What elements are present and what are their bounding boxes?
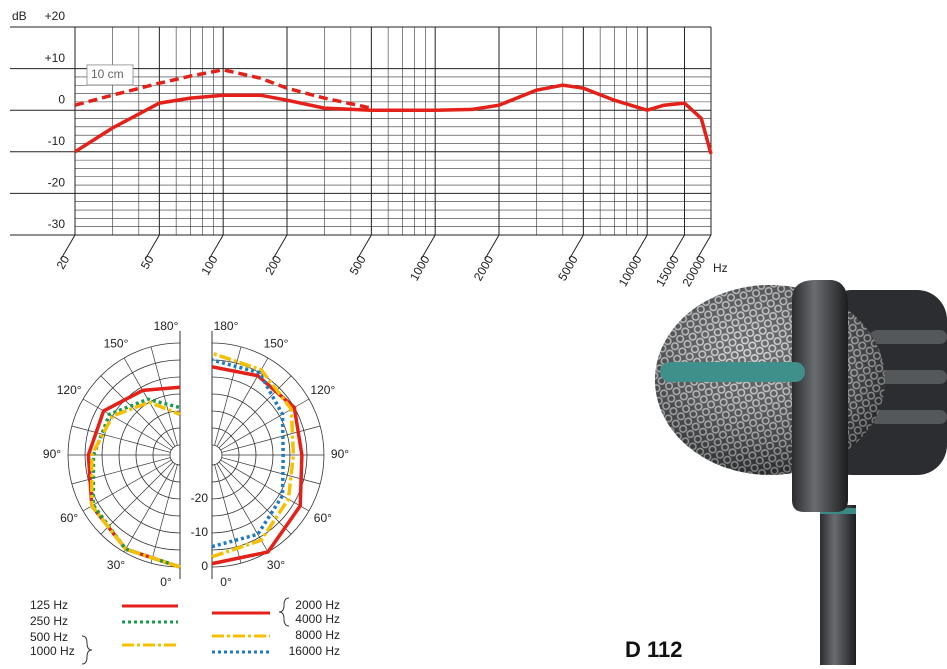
angle-label: 150°: [104, 336, 129, 350]
x-tick-label: 50: [138, 253, 157, 272]
x-tick-label: 1000: [407, 253, 433, 283]
x-tick-label: 10000: [616, 253, 645, 289]
microphone-photo: [655, 280, 947, 665]
y-tick-label: 0: [58, 92, 65, 106]
x-tick-label: 20000: [680, 253, 709, 289]
legend-label: 16000 Hz: [289, 644, 340, 658]
x-axis-label: Hz: [713, 261, 728, 275]
polar-center: [170, 445, 180, 465]
polar-line: [212, 367, 302, 564]
x-tick-label: 500: [347, 253, 369, 278]
polar-spoke: [101, 376, 173, 448]
angle-label: 60°: [314, 511, 332, 525]
legend-label: 125 Hz: [30, 598, 68, 612]
angle-label: 30°: [107, 558, 125, 572]
y-axis-label: dB: [12, 9, 27, 23]
polar-spoke: [124, 464, 175, 552]
x-tick-label: 200: [262, 253, 284, 278]
x-tick-label: 15000: [653, 253, 682, 289]
legend-label: 8000 Hz: [295, 628, 340, 642]
angle-label: 90°: [331, 447, 349, 461]
polar-spoke: [219, 376, 291, 448]
angle-label: 120°: [310, 383, 335, 397]
polar-spoke: [101, 462, 173, 534]
page: +20 +10 0 -10 -20 -30 dB 20 50 100 200 500 1000 2000 5…: [0, 0, 947, 669]
x-tick-label: 100: [198, 253, 220, 278]
angle-label: 180°: [214, 319, 239, 333]
angle-label: 150°: [264, 336, 289, 350]
legend-label: 250 Hz: [30, 614, 68, 628]
y-tick-label: -20: [48, 176, 66, 190]
r-tick-label: -10: [191, 525, 209, 539]
angle-label: 30°: [267, 558, 285, 572]
y-tick-label: +20: [45, 9, 66, 23]
polar-line: [92, 402, 180, 567]
product-name: D 112: [625, 637, 683, 662]
polar-spoke: [83, 460, 171, 511]
angle-label: 60°: [60, 511, 78, 525]
y-tick-label: +10: [45, 51, 66, 65]
angle-label: 180°: [154, 319, 179, 333]
polar-center: [212, 445, 222, 465]
angle-label: 90°: [43, 447, 61, 461]
x-tick-label: 5000: [555, 253, 581, 283]
y-tick-label: -10: [48, 134, 66, 148]
legend-label: 2000 Hz: [295, 598, 340, 612]
x-tick-label: 2000: [471, 253, 497, 283]
angle-label: 0°: [220, 575, 232, 589]
polar-spoke: [221, 460, 309, 511]
r-tick-label: 0: [201, 559, 208, 573]
angle-label: 120°: [57, 383, 82, 397]
x-tick-label: 20: [54, 253, 73, 272]
angle-label: 0°: [160, 575, 172, 589]
r-tick-label: -20: [191, 491, 209, 505]
annotation: 10 cm: [91, 67, 124, 81]
legend-brackets: [82, 598, 289, 664]
y-tick-label: -30: [48, 217, 66, 231]
legend-label: 4000 Hz: [295, 612, 340, 626]
legend-label: 500 Hz: [30, 630, 68, 644]
legend-label: 1000 Hz: [30, 644, 75, 658]
